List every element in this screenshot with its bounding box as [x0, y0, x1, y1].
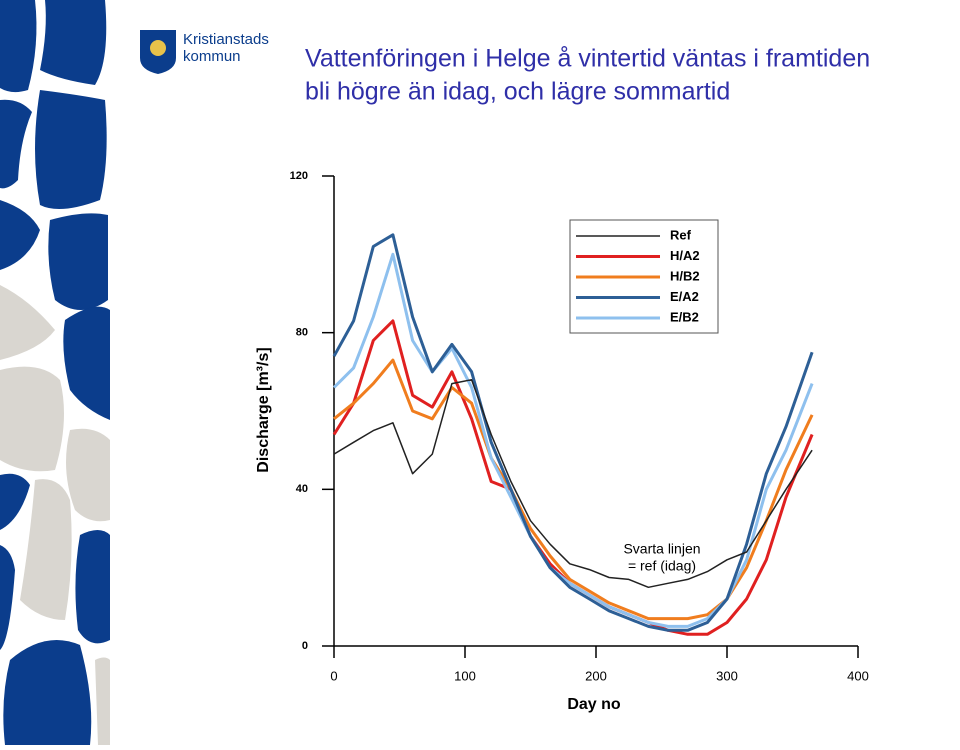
legend-label: H/B2	[670, 268, 700, 283]
legend-label: E/A2	[670, 289, 699, 304]
y-tick-label: 80	[296, 327, 308, 339]
series-line	[333, 378, 813, 589]
logo-text: Kristianstads	[183, 31, 269, 48]
y-tick-label: 120	[290, 170, 308, 182]
x-tick-label: 200	[585, 668, 607, 683]
chart: 0 40 80 120 0 100 200 300 400 Day no Discharge [m³…	[255, 170, 869, 713]
annotation: = ref (idag)	[628, 558, 696, 574]
legend-label: Ref	[670, 227, 692, 242]
x-tick-label: 100	[454, 668, 476, 683]
y-tick-label: 0	[302, 640, 308, 652]
logo-emblem	[150, 40, 166, 56]
legend: Ref H/A2 H/B2 E/A2 E/B2	[569, 219, 719, 334]
y-axis-label: Discharge [m³/s]	[255, 347, 272, 472]
y-tick-label: 40	[296, 483, 308, 495]
slide-title: Vattenföringen i Helge å vintertid vänta…	[305, 45, 870, 73]
mosaic	[0, 0, 110, 745]
slide-title: bli högre än idag, och lägre sommartid	[305, 78, 730, 106]
series-line	[333, 358, 814, 621]
x-tick-label: 0	[330, 668, 337, 683]
x-axis-label: Day no	[567, 696, 621, 713]
legend-label: H/A2	[670, 248, 700, 263]
logo: Kristianstads kommun	[140, 30, 269, 74]
series-line	[332, 319, 814, 636]
x-tick-label: 300	[716, 668, 738, 683]
annotation: Svarta linjen	[623, 541, 700, 557]
legend-label: E/B2	[670, 309, 699, 324]
x-tick-label: 400	[847, 668, 869, 683]
series-line	[332, 233, 814, 632]
logo-text: kommun	[183, 48, 241, 65]
